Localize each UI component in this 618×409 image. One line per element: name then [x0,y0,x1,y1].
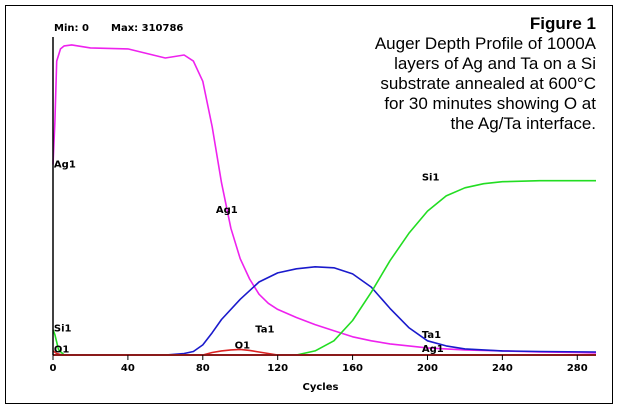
series-label-ta1: Ta1 [255,325,274,336]
x-tick-label: 40 [121,363,135,374]
caption-line: for 30 minutes showing O at [384,94,596,113]
series-line-ag1 [52,44,597,354]
x-tick-label: 0 [50,363,57,374]
caption-line: layers of Ag and Ta on a Si [394,54,596,73]
series-label-ta1: Ta1 [422,330,441,341]
series-label-ag1: Ag1 [216,205,238,216]
max-label: Max: 310786 [111,23,183,34]
series-label-o1: O1 [54,344,70,355]
series-label-si1: Si1 [54,324,72,335]
x-axis-title: Cycles [303,382,339,393]
x-tick-label: 160 [342,363,363,374]
series-line-ta1 [53,266,597,356]
series-label-layer: Ag1 Ag1 Ag1 Si1 Si1 Ta1 Ta1 O1 O1 [54,159,444,355]
x-tick-label: 200 [417,363,438,374]
series-label-si1: Si1 [422,173,440,184]
x-tick-label: 280 [567,363,588,374]
min-label: Min: 0 [54,23,89,34]
caption-line: Auger Depth Profile of 1000A [374,34,596,53]
series-label-o1: O1 [235,340,251,351]
x-tick-label: 240 [492,363,513,374]
axis-layer: 0 40 80 120 160 200 240 280 Cycles [50,37,596,393]
series-layer [52,44,597,356]
series-label-ag1: Ag1 [54,159,76,170]
x-tick-label: 80 [196,363,210,374]
caption-line: substrate annealed at 600°C [380,74,596,93]
caption-line: the Ag/Ta interface. [450,114,596,133]
figure-title: Figure 1 [529,14,596,33]
series-label-ag1: Ag1 [422,344,444,355]
outer-border [5,5,613,404]
x-tick-label: 120 [267,363,288,374]
figure-caption: Figure 1 Auger Depth Profile of 1000A la… [306,14,596,134]
